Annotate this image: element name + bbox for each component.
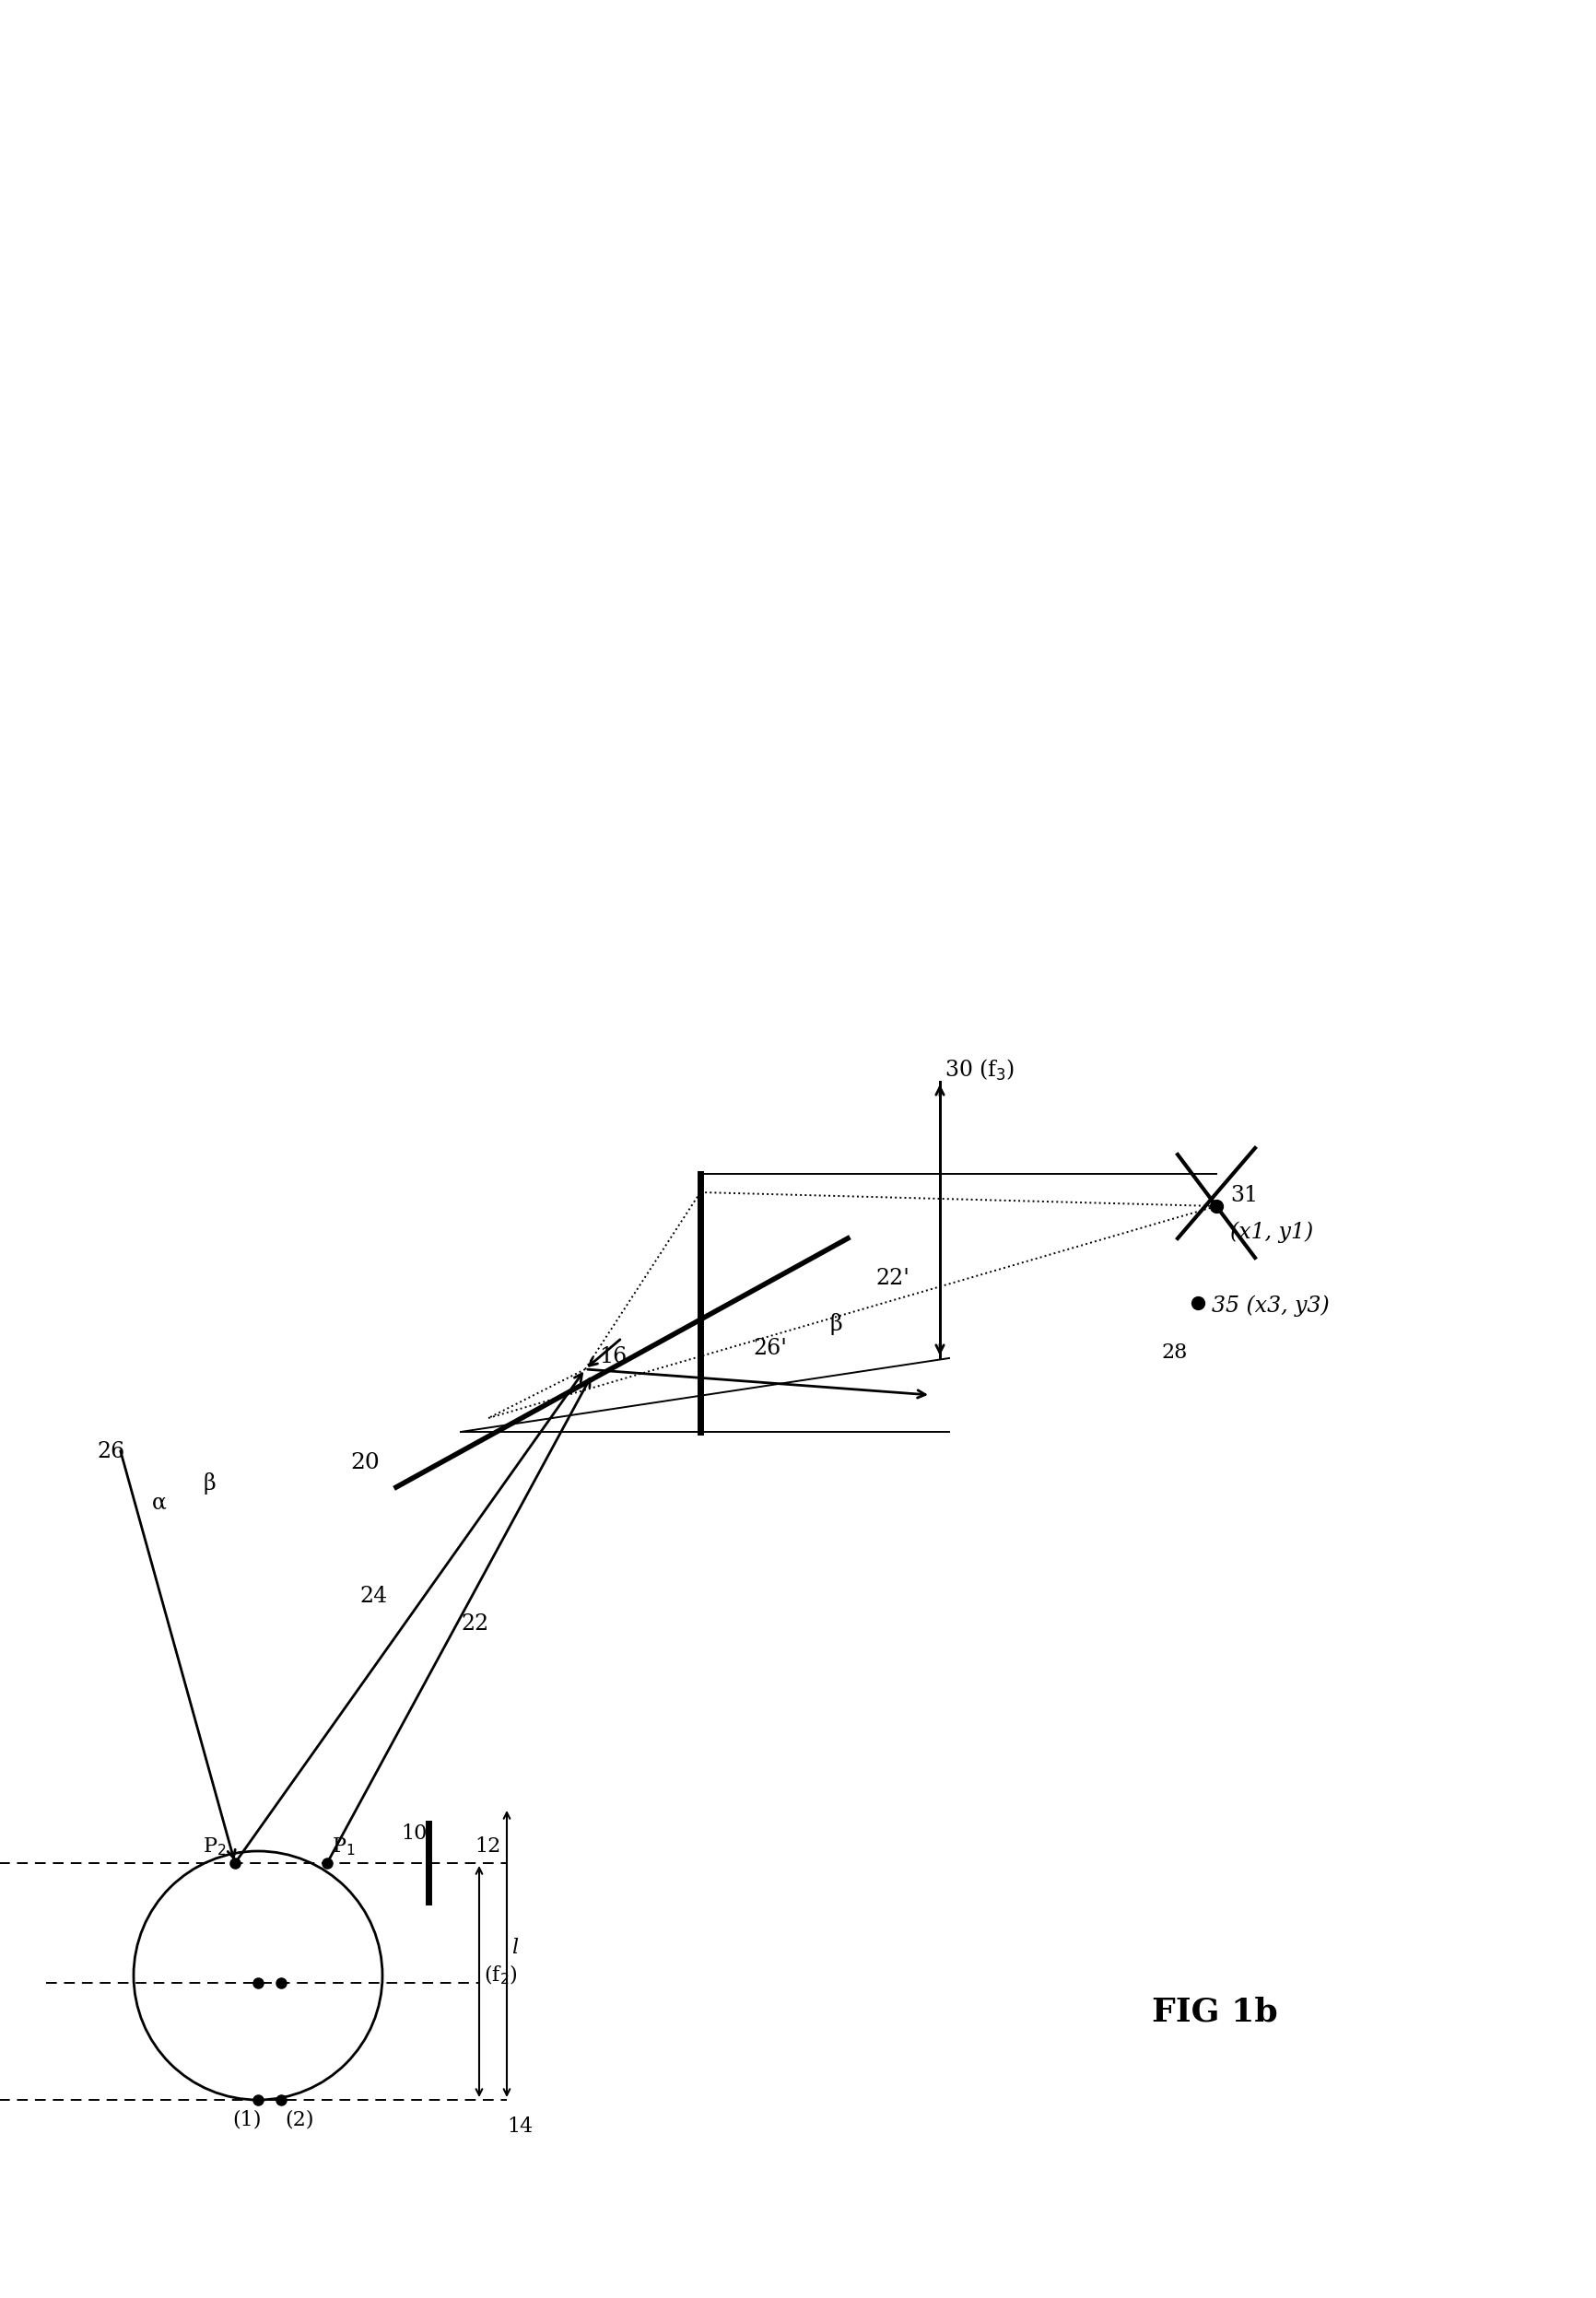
Text: (1): (1) (231, 2110, 262, 2130)
Text: (f$_2$): (f$_2$) (484, 1962, 517, 1988)
Text: β: β (830, 1312, 843, 1335)
Text: 20: 20 (350, 1452, 380, 1473)
Text: 22': 22' (875, 1268, 910, 1289)
Text: 35 (x3, y3): 35 (x3, y3) (1211, 1296, 1329, 1317)
Text: (x1, y1): (x1, y1) (1231, 1220, 1314, 1243)
Text: P$_2$: P$_2$ (203, 1836, 227, 1857)
Text: 22: 22 (461, 1613, 488, 1634)
Text: 10: 10 (401, 1825, 428, 1845)
Text: 26: 26 (97, 1441, 124, 1462)
Text: 14: 14 (508, 2116, 533, 2137)
Text: 30 (f$_3$): 30 (f$_3$) (945, 1057, 1015, 1082)
Text: 16: 16 (598, 1347, 627, 1367)
Text: β: β (203, 1473, 215, 1494)
Text: FIG 1b: FIG 1b (1152, 1997, 1278, 2029)
Text: α: α (152, 1491, 166, 1512)
Text: (2): (2) (284, 2110, 314, 2130)
Text: 26': 26' (753, 1337, 787, 1358)
Text: l: l (511, 1937, 519, 1958)
Text: 28: 28 (1160, 1342, 1187, 1363)
Text: P$_1$: P$_1$ (332, 1836, 356, 1857)
Text: 31: 31 (1231, 1186, 1258, 1206)
Text: 24: 24 (359, 1586, 388, 1606)
Text: 12: 12 (474, 1836, 501, 1857)
